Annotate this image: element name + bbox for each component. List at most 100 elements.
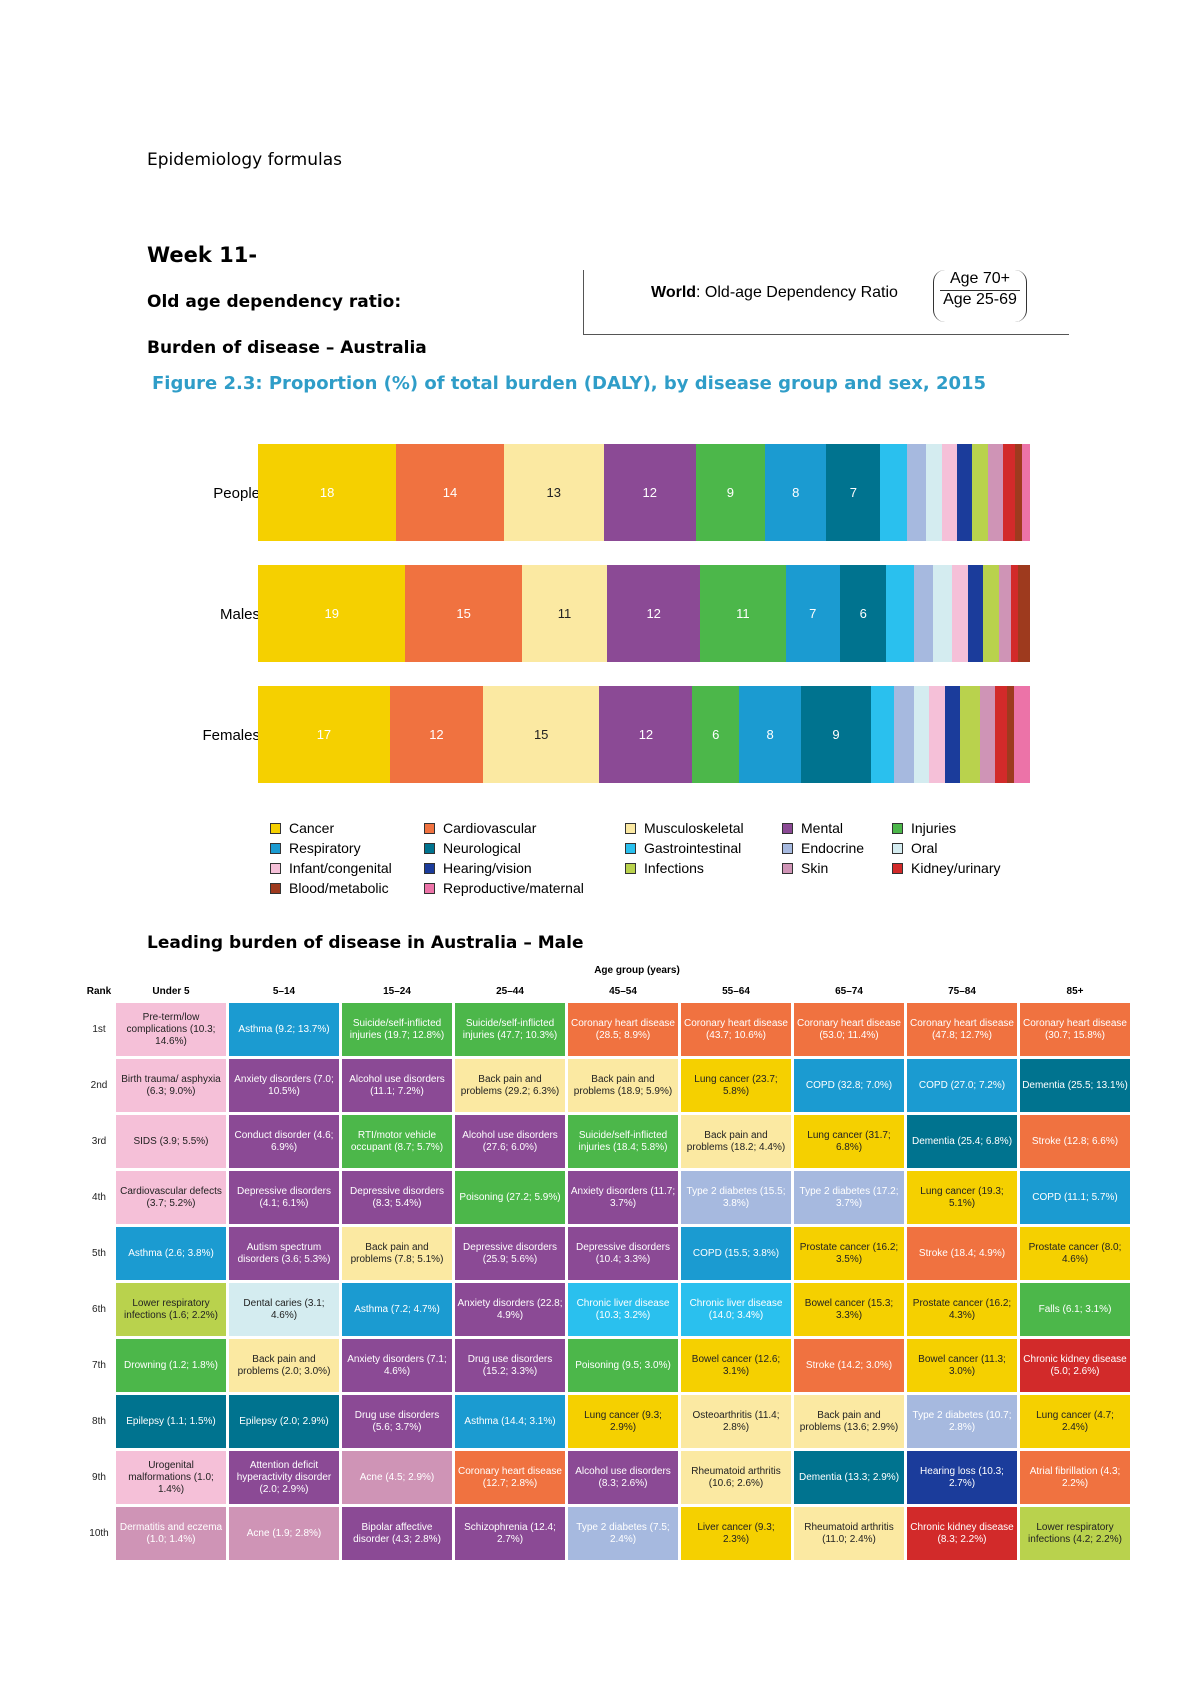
table-row: 3rd SIDS (3.9; 5.5%) Conduct disorder (4.6… [85,1115,1130,1168]
table-cell: Back pain and problems (2.0; 3.0%) [229,1339,339,1392]
bar-value-label: 6 [712,727,720,742]
age-column-header: 85+ [1066,985,1084,997]
bar-segment-hearing-vision [967,565,984,662]
legend-item: Cardiovascular [424,820,536,836]
bar-value-label: 18 [319,485,335,500]
bar-segment-skin [987,444,1004,541]
legend-swatch [270,862,281,874]
legend-label: Mental [801,820,844,836]
legend-label: Gastrointestinal [644,840,742,856]
bar-segment-gastrointestinal [886,565,914,662]
legend-item: Mental [782,820,843,836]
table-row: 1st Pre-term/low complications (10.3; 14.… [85,1003,1130,1056]
bar-segment-blood-metabolic [1014,444,1023,541]
bar-value-label: 12 [638,727,654,742]
table-cell: Depressive disorders (4.1; 6.1%) [229,1171,339,1224]
legend-item: Skin [782,860,828,876]
table-cell: Type 2 diabetes (17.2; 3.7%) [794,1171,904,1224]
bar-segment-cardiovascular: 12 [389,686,483,783]
formula-fraction-line [940,290,1020,291]
legend-swatch [892,842,903,854]
table-cell: Anxiety disorders (22.8; 4.9%) [455,1283,565,1336]
table-cell: Back pain and problems (13.6; 2.9%) [794,1395,904,1448]
table-cell: Chronic kidney disease (5.0; 2.6%) [1020,1339,1130,1392]
table-cell: RTI/motor vehicle occupant (8.7; 5.7%) [342,1115,452,1168]
legend-swatch [782,862,793,874]
legend-label: Respiratory [289,840,361,856]
legend-item: Musculoskeletal [625,820,744,836]
table-cell: Alcohol use disorders (8.3; 2.6%) [568,1451,678,1504]
bar-value-label: 11 [736,606,750,621]
table-cell: Poisoning (9.5; 3.0%) [568,1339,678,1392]
bar-value-label: 17 [316,727,332,742]
table-cell: Depressive disorders (8.3; 5.4%) [342,1171,452,1224]
legend-swatch [782,822,793,834]
bar-segment-cancer: 19 [258,565,406,662]
age-column-header: 75–84 [948,985,976,997]
bar-segment-oral [933,565,953,662]
legend-swatch [625,842,636,854]
table-cell: Schizophrenia (12.4; 2.7%) [455,1507,565,1560]
age-column-header: Under 5 [152,985,190,997]
table-cell: Anxiety disorders (11.7; 3.7%) [568,1171,678,1224]
bar-people: 18 14 13 12 9 8 7 [258,444,1030,541]
table-cell: Asthma (7.2; 4.7%) [342,1283,452,1336]
legend-item: Endocrine [782,840,864,856]
legend-item: Respiratory [270,840,361,856]
bar-segment-neurological: 6 [839,565,887,662]
legend-item: Gastrointestinal [625,840,741,856]
table-cell: Dementia (25.5; 13.1%) [1020,1059,1130,1112]
table-cell: Back pain and problems (7.8; 5.1%) [342,1227,452,1280]
table-cell: Autism spectrum disorders (3.6; 5.3%) [229,1227,339,1280]
legend-swatch [892,822,903,834]
legend-label: Musculoskeletal [644,820,744,836]
bar-segment-endocrine [913,565,933,662]
rank-cell: 3rd [91,1135,107,1147]
table-cell: Chronic liver disease (14.0; 3.4%) [681,1283,791,1336]
bar-segment-mental: 12 [607,565,701,662]
table-cell: Asthma (14.4; 3.1%) [455,1395,565,1448]
bar-value-label: 7 [849,485,857,500]
burden-table: Rank Under 5 5–14 15–24 25–44 45–54 55–64 65–74… [82,979,1133,1563]
table-cell: Chronic kidney disease (8.3; 2.2%) [907,1507,1017,1560]
legend-label: Neurological [443,840,521,856]
table-cell: Anxiety disorders (7.1; 4.6%) [342,1339,452,1392]
table-cell: Poisoning (27.2; 5.9%) [455,1171,565,1224]
table-row: 5th Asthma (2.6; 3.8%) Autism spectrum dis… [85,1227,1130,1280]
bar-segment-oral [913,686,930,783]
legend-swatch [625,862,636,874]
table-cell: Type 2 diabetes (15.5; 3.8%) [681,1171,791,1224]
legend-item: Kidney/urinary [892,860,1001,876]
bar-segment-reproductive-maternal [1014,686,1030,783]
bar-value-label: 9 [832,727,840,742]
table-cell: Lung cancer (9.3; 2.9%) [568,1395,678,1448]
table-cell: Prostate cancer (16.2; 3.5%) [794,1227,904,1280]
legend-item: Oral [892,840,937,856]
formula-prefix: World [651,284,697,301]
table-cell: Lung cancer (4.7; 2.4%) [1020,1395,1130,1448]
bar-value-label: 12 [646,606,661,621]
table-cell: Bowel cancer (11.3; 3.0%) [907,1339,1017,1392]
bar-segment-respiratory: 7 [785,565,840,662]
table-cell: Conduct disorder (4.6; 6.9%) [229,1115,339,1168]
legend-label: Infections [644,860,704,876]
table-cell: Chronic liver disease (10.3; 3.2%) [568,1283,678,1336]
table-cell: Back pain and problems (18.2; 4.4%) [681,1115,791,1168]
bar-segment-neurological: 9 [801,686,871,783]
formula-left-rule [583,270,584,334]
table-cell: Lung cancer (23.7; 5.8%) [681,1059,791,1112]
age-column-header: 65–74 [835,985,863,997]
table-cell: Bowel cancer (15.3; 3.3%) [794,1283,904,1336]
table-cell: COPD (11.1; 5.7%) [1020,1171,1130,1224]
rank-cell: 7th [92,1359,106,1371]
bar-segment-hearing-vision [957,444,973,541]
table-cell: Hearing loss (10.3; 2.7%) [907,1451,1017,1504]
table-cell: Suicide/self-inflicted injuries (47.7; 1… [455,1003,565,1056]
bar-segment-neurological: 7 [826,444,881,541]
table-cell: Cardiovascular defects (3.7; 5.2%) [116,1171,226,1224]
bar-label-females: Females [202,727,260,744]
table-cell: Liver cancer (9.3; 2.3%) [681,1507,791,1560]
table-cell: Lung cancer (19.3; 5.1%) [907,1171,1017,1224]
table-cell: Drowning (1.2; 1.8%) [116,1339,226,1392]
bar-value-label: 8 [766,727,774,742]
